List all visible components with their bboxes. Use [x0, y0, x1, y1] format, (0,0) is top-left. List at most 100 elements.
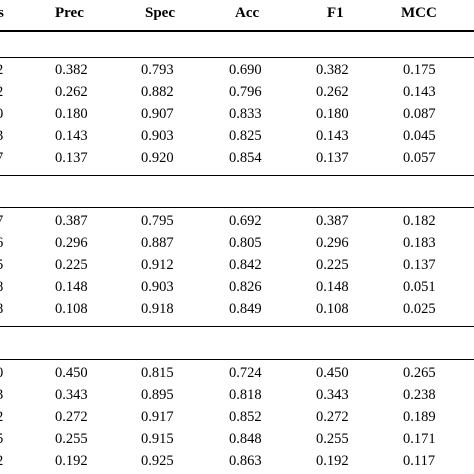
table-cell: 0.920 [141, 150, 174, 166]
table-cell: 0.343 [55, 387, 88, 403]
table-cell: 0.692 [229, 213, 262, 229]
header-cell-0: s [0, 5, 4, 21]
table-cell: 0.382 [55, 62, 88, 78]
group-rule-3b [0, 359, 474, 360]
table-cell: 0.842 [229, 257, 262, 273]
table-cell: 0.925 [141, 453, 174, 469]
table-cell: 0.825 [229, 128, 262, 144]
table-cell: 0.903 [141, 279, 174, 295]
table-cell: 3 [0, 386, 3, 404]
table-cell: 0.189 [403, 409, 436, 425]
table-cell: 0.796 [229, 84, 262, 100]
table-row: 7 0.387 0.795 0.692 0.387 0.182 [0, 210, 474, 232]
table-cell: 0.852 [229, 409, 262, 425]
table-cell: 0.225 [55, 257, 88, 273]
group-rule-2b [0, 207, 474, 208]
table-cell: 0.238 [403, 387, 436, 403]
table-cell: 0.171 [403, 431, 436, 447]
group-rule-1 [0, 57, 474, 58]
table-cell: 0.887 [141, 235, 174, 251]
table-cell: 0.343 [316, 387, 349, 403]
table-cell: 0.296 [55, 235, 88, 251]
table-cell: 3 [0, 127, 3, 145]
table-cell: 0.143 [55, 128, 88, 144]
table-cell: 0.182 [403, 213, 436, 229]
table-cell: 0.382 [316, 62, 349, 78]
table-cell: 0.296 [316, 235, 349, 251]
table-cell: 0.272 [55, 409, 88, 425]
table-cell: 0.148 [55, 279, 88, 295]
table-cell: 0.818 [229, 387, 262, 403]
table-cell: 0.805 [229, 235, 262, 251]
table-cell: 0.117 [403, 453, 436, 469]
table-cell: 0.137 [403, 257, 436, 273]
table-cell: 0 [0, 364, 3, 382]
table-cell: 0.175 [403, 62, 436, 78]
table-cell: 0.793 [141, 62, 174, 78]
table-cell: 0.025 [403, 301, 436, 317]
table-cell: 0.724 [229, 365, 262, 381]
table-cell: 0.057 [403, 150, 436, 166]
table-row: 2 0.272 0.917 0.852 0.272 0.189 [0, 406, 474, 428]
table-cell: 0.882 [141, 84, 174, 100]
table-cell: 0.148 [316, 279, 349, 295]
table-cell: 0.180 [316, 106, 349, 122]
table-cell: 0.192 [316, 453, 349, 469]
table-cell: 0.265 [403, 365, 436, 381]
table-cell: 0.907 [141, 106, 174, 122]
table-cell: 0.192 [55, 453, 88, 469]
table-cell: 8 [0, 300, 3, 318]
table-cell: 8 [0, 278, 3, 296]
table-cell: 0.854 [229, 150, 262, 166]
table-row: 5 0.255 0.915 0.848 0.255 0.171 [0, 428, 474, 450]
table-row: 2 0.262 0.882 0.796 0.262 0.143 [0, 81, 474, 103]
table-cell: 0.143 [403, 84, 436, 100]
table-cell: 0.795 [141, 213, 174, 229]
table-cell: 5 [0, 256, 3, 274]
table-row: 2 0.382 0.793 0.690 0.382 0.175 [0, 59, 474, 81]
table-cell: 2 [0, 61, 3, 79]
table-row: 0 0.180 0.907 0.833 0.180 0.087 [0, 103, 474, 125]
table-cell: 0.833 [229, 106, 262, 122]
table-cell: 0.108 [55, 301, 88, 317]
table-row: 8 0.148 0.903 0.826 0.148 0.051 [0, 276, 474, 298]
table-cell: 0.387 [55, 213, 88, 229]
table-cell: 0.051 [403, 279, 436, 295]
group-rule-3a [0, 326, 474, 327]
table-row: 2 0.192 0.925 0.863 0.192 0.117 [0, 450, 474, 472]
table-cell: 0.255 [316, 431, 349, 447]
table-cell: 0.183 [403, 235, 436, 251]
table-row: 8 0.108 0.918 0.849 0.108 0.025 [0, 298, 474, 320]
table-row: 7 0.137 0.920 0.854 0.137 0.057 [0, 147, 474, 169]
table-cell: 0.255 [55, 431, 88, 447]
table-cell: 0.137 [55, 150, 88, 166]
table-cell: 6 [0, 234, 3, 252]
header-row: s Prec Spec Acc F1 MCC [0, 2, 474, 24]
table-cell: 0.262 [55, 84, 88, 100]
table-cell: 0.912 [141, 257, 174, 273]
table-cell: 0.450 [55, 365, 88, 381]
table-row: 5 0.225 0.912 0.842 0.225 0.137 [0, 254, 474, 276]
table-cell: 0.087 [403, 106, 436, 122]
table-row: 3 0.343 0.895 0.818 0.343 0.238 [0, 384, 474, 406]
table-cell: 0.137 [316, 150, 349, 166]
header-rule [0, 30, 474, 32]
table-cell: 0.917 [141, 409, 174, 425]
group-rule-2a [0, 175, 474, 176]
table-row: 0 0.450 0.815 0.724 0.450 0.265 [0, 362, 474, 384]
header-cell-mcc: MCC [401, 5, 437, 21]
table-cell: 0.863 [229, 453, 262, 469]
table-row: 6 0.296 0.887 0.805 0.296 0.183 [0, 232, 474, 254]
table-cell: 0.848 [229, 431, 262, 447]
table-cell: 0.815 [141, 365, 174, 381]
table-cell: 0.849 [229, 301, 262, 317]
table-cell: 0.915 [141, 431, 174, 447]
table-cell: 0.262 [316, 84, 349, 100]
table-cell: 2 [0, 452, 3, 470]
table-cell: 5 [0, 430, 3, 448]
table-cell: 0.272 [316, 409, 349, 425]
table-cell: 0.690 [229, 62, 262, 78]
table-cell: 0.225 [316, 257, 349, 273]
header-cell-prec: Prec [55, 5, 84, 21]
